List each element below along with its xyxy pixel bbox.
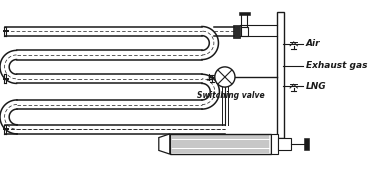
Polygon shape [159, 134, 170, 154]
Bar [304, 138, 310, 150]
Bar [271, 134, 278, 154]
Bar [239, 12, 250, 15]
Text: LNG: LNG [306, 82, 326, 91]
Bar [241, 27, 248, 36]
Bar [277, 12, 283, 139]
Circle shape [215, 67, 235, 87]
Bar [233, 25, 240, 37]
Text: Air: Air [306, 39, 320, 48]
Text: Exhaust gas: Exhaust gas [306, 61, 367, 70]
Text: Switching valve: Switching valve [198, 91, 265, 100]
Bar [170, 134, 271, 154]
Bar [278, 138, 291, 150]
